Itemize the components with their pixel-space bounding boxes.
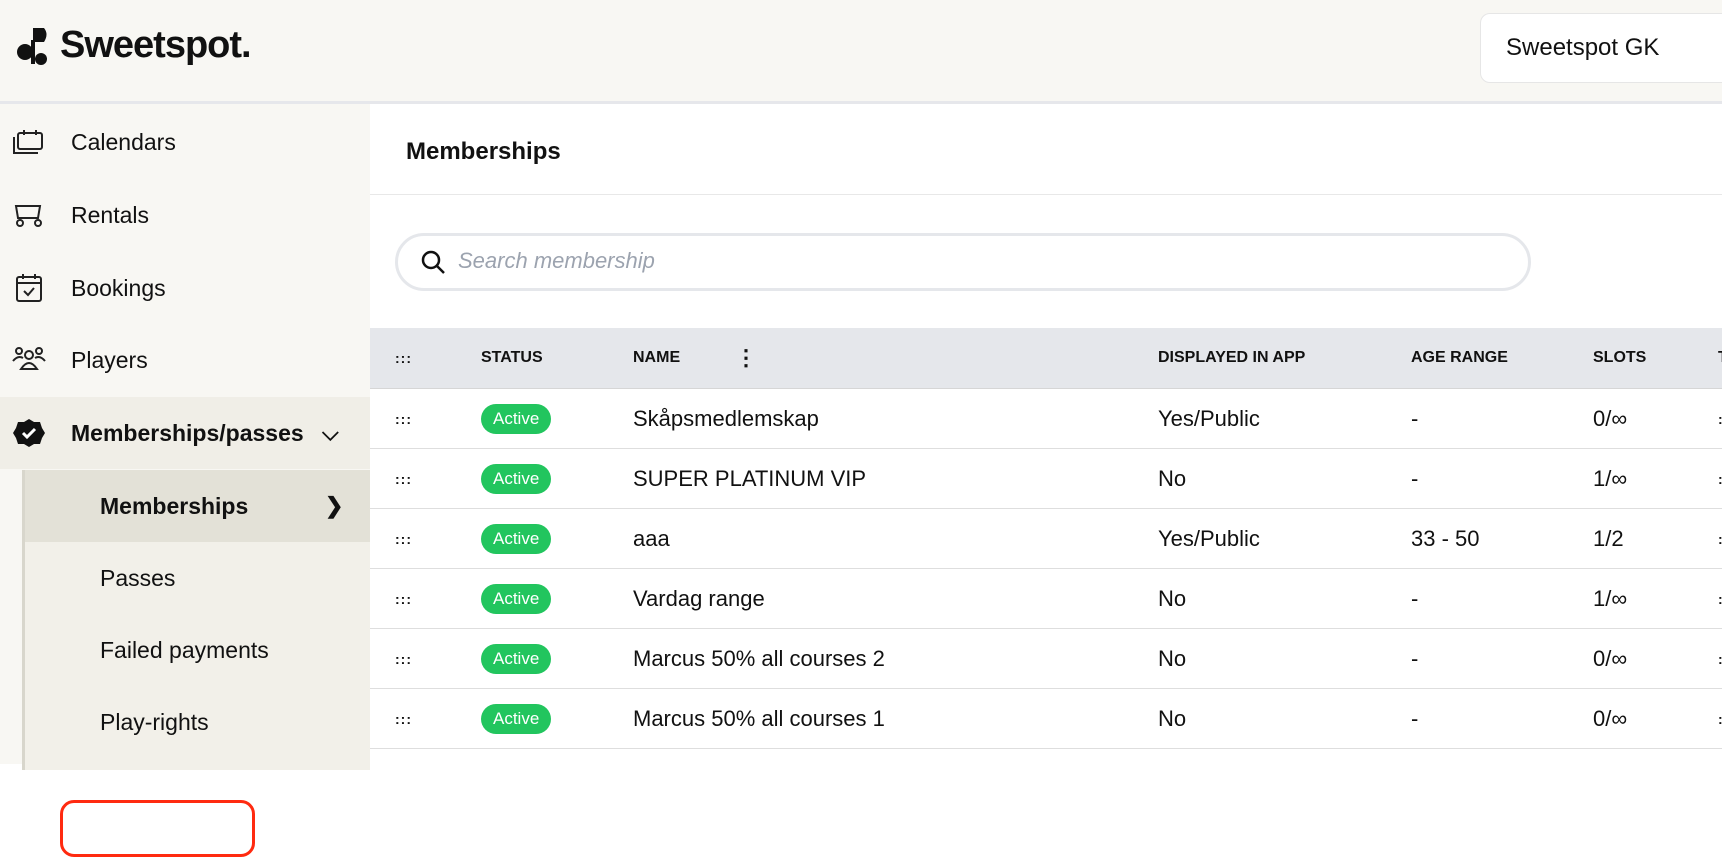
sidebar-item-label: Calendars — [71, 128, 176, 155]
displayed-in-app: No — [1158, 645, 1187, 671]
players-icon — [12, 347, 46, 370]
status-badge: Active — [481, 703, 552, 734]
submenu-item-memberships[interactable]: Memberships ❯ — [25, 470, 370, 542]
search-box[interactable] — [395, 233, 1531, 291]
membership-name[interactable]: Vardag range — [633, 585, 765, 611]
sweetspot-logo-icon — [17, 27, 47, 65]
submenu-item-label: Play-rights — [100, 708, 209, 735]
drag-handle-icon[interactable]: ::: — [395, 710, 412, 727]
table-header: ::: STATUS NAME ⋮ DISPLAYED IN APP AGE R… — [370, 328, 1722, 389]
sidebar-item-players[interactable]: Players — [0, 324, 370, 396]
displayed-in-app: No — [1158, 465, 1187, 491]
search-input[interactable] — [458, 248, 1358, 274]
membership-name[interactable]: Marcus 50% all courses 2 — [633, 645, 885, 671]
main-content: Memberships ::: STATUS NAME ⋮ DISPLAYED … — [370, 104, 1722, 764]
sidebar-item-rentals[interactable]: Rentals — [0, 179, 370, 251]
page-title: Memberships — [406, 138, 561, 165]
calendar-check-icon — [16, 274, 42, 302]
submenu-item-play-rights[interactable]: Play-rights — [25, 686, 370, 758]
sidebar-item-label: Bookings — [71, 274, 166, 301]
chevron-right-icon: ❯ — [325, 493, 344, 518]
highlight-annotation — [60, 800, 255, 857]
golf-cart-icon — [14, 205, 42, 227]
column-header-status[interactable]: STATUS — [481, 349, 543, 366]
displayed-in-app: Yes/Public — [1158, 405, 1260, 431]
age-range: - — [1411, 465, 1419, 491]
slots: 0/∞ — [1593, 645, 1628, 671]
age-range: - — [1411, 405, 1419, 431]
truncated-cell: : — [1718, 712, 1722, 726]
brand-name: Sweetspot. — [60, 24, 252, 66]
slots: 0/∞ — [1593, 705, 1628, 731]
drag-handle-icon[interactable]: ::: — [395, 530, 412, 547]
column-header-slots[interactable]: SLOTS — [1593, 349, 1647, 366]
kebab-menu-icon[interactable]: ⋮ — [735, 345, 757, 370]
truncated-cell: : — [1718, 472, 1722, 486]
membership-name[interactable]: Skåpsmedlemskap — [633, 405, 819, 431]
sidebar-item-calendars[interactable]: Calendars — [0, 106, 370, 178]
status-badge: Active — [481, 403, 552, 434]
table-row[interactable]: ::: Active Marcus 50% all courses 2 No -… — [370, 629, 1722, 689]
memberships-table: ::: STATUS NAME ⋮ DISPLAYED IN APP AGE R… — [370, 328, 1722, 749]
drag-handle-icon[interactable]: ::: — [395, 350, 412, 366]
sidebar-item-label: Players — [71, 346, 148, 373]
status-badge: Active — [481, 643, 552, 674]
table-row[interactable]: ::: Active SUPER PLATINUM VIP No - 1/∞ : — [370, 449, 1722, 509]
submenu-item-label: Memberships — [100, 492, 249, 519]
table-row[interactable]: ::: Active Marcus 50% all courses 1 No -… — [370, 689, 1722, 749]
chevron-down-icon[interactable]: ⌵ — [322, 420, 339, 445]
truncated-cell: : — [1718, 592, 1722, 606]
age-range: 33 - 50 — [1411, 525, 1480, 551]
truncated-cell: : — [1718, 532, 1722, 546]
age-range: - — [1411, 705, 1419, 731]
column-header-name[interactable]: NAME — [633, 349, 681, 366]
submenu-item-failed-payments[interactable]: Failed payments — [25, 614, 370, 686]
sidebar-item-memberships-passes[interactable]: Memberships/passes ⌵ — [0, 397, 370, 469]
submenu: Memberships ❯ Passes Failed payments Pla… — [22, 470, 370, 857]
sidebar: Calendars Rentals Bookings Players Membe… — [0, 104, 370, 857]
displayed-in-app: No — [1158, 585, 1187, 611]
column-header-age-range[interactable]: AGE RANGE — [1411, 349, 1508, 366]
slots: 1/∞ — [1593, 585, 1628, 611]
table-row[interactable]: ::: Active aaa Yes/Public 33 - 50 1/2 : — [370, 509, 1722, 569]
table-row[interactable]: ::: Active Skåpsmedlemskap Yes/Public - … — [370, 389, 1722, 449]
drag-handle-icon[interactable]: ::: — [395, 590, 412, 607]
displayed-in-app: No — [1158, 705, 1187, 731]
submenu-item-label: Passes — [100, 564, 176, 591]
membership-name[interactable]: aaa — [633, 525, 670, 551]
divider — [370, 194, 1722, 195]
drag-handle-icon[interactable]: ::: — [395, 650, 412, 667]
badge-check-icon — [13, 419, 45, 447]
membership-name[interactable]: Marcus 50% all courses 1 — [633, 705, 885, 731]
column-header-displayed[interactable]: DISPLAYED IN APP — [1158, 349, 1306, 366]
drag-handle-icon[interactable]: ::: — [395, 470, 412, 487]
search-icon — [421, 250, 445, 274]
table-row[interactable]: ::: Active Vardag range No - 1/∞ : — [370, 569, 1722, 629]
sidebar-item-label: Rentals — [71, 201, 149, 228]
logo[interactable]: Sweetspot. — [16, 24, 252, 67]
submenu-item-passes[interactable]: Passes — [25, 542, 370, 614]
sidebar-item-bookings[interactable]: Bookings — [0, 252, 370, 324]
sidebar-item-label: Memberships/passes — [71, 419, 304, 446]
truncated-cell: : — [1718, 652, 1722, 666]
membership-name[interactable]: SUPER PLATINUM VIP — [633, 465, 867, 491]
submenu-item-label: Failed payments — [100, 636, 269, 663]
status-badge: Active — [481, 523, 552, 554]
displayed-in-app: Yes/Public — [1158, 525, 1260, 551]
column-header-truncated[interactable]: T — [1718, 349, 1722, 367]
age-range: - — [1411, 645, 1419, 671]
club-selector[interactable]: Sweetspot GK — [1480, 13, 1722, 83]
age-range: - — [1411, 585, 1419, 611]
truncated-cell: : — [1718, 412, 1722, 426]
top-header: Sweetspot. Sweetspot GK — [0, 0, 1722, 104]
status-badge: Active — [481, 583, 552, 614]
slots: 1/∞ — [1593, 465, 1628, 491]
drag-handle-icon[interactable]: ::: — [395, 410, 412, 427]
slots: 0/∞ — [1593, 405, 1628, 431]
slots: 1/2 — [1593, 525, 1624, 551]
status-badge: Active — [481, 463, 552, 494]
calendars-icon — [13, 130, 43, 154]
